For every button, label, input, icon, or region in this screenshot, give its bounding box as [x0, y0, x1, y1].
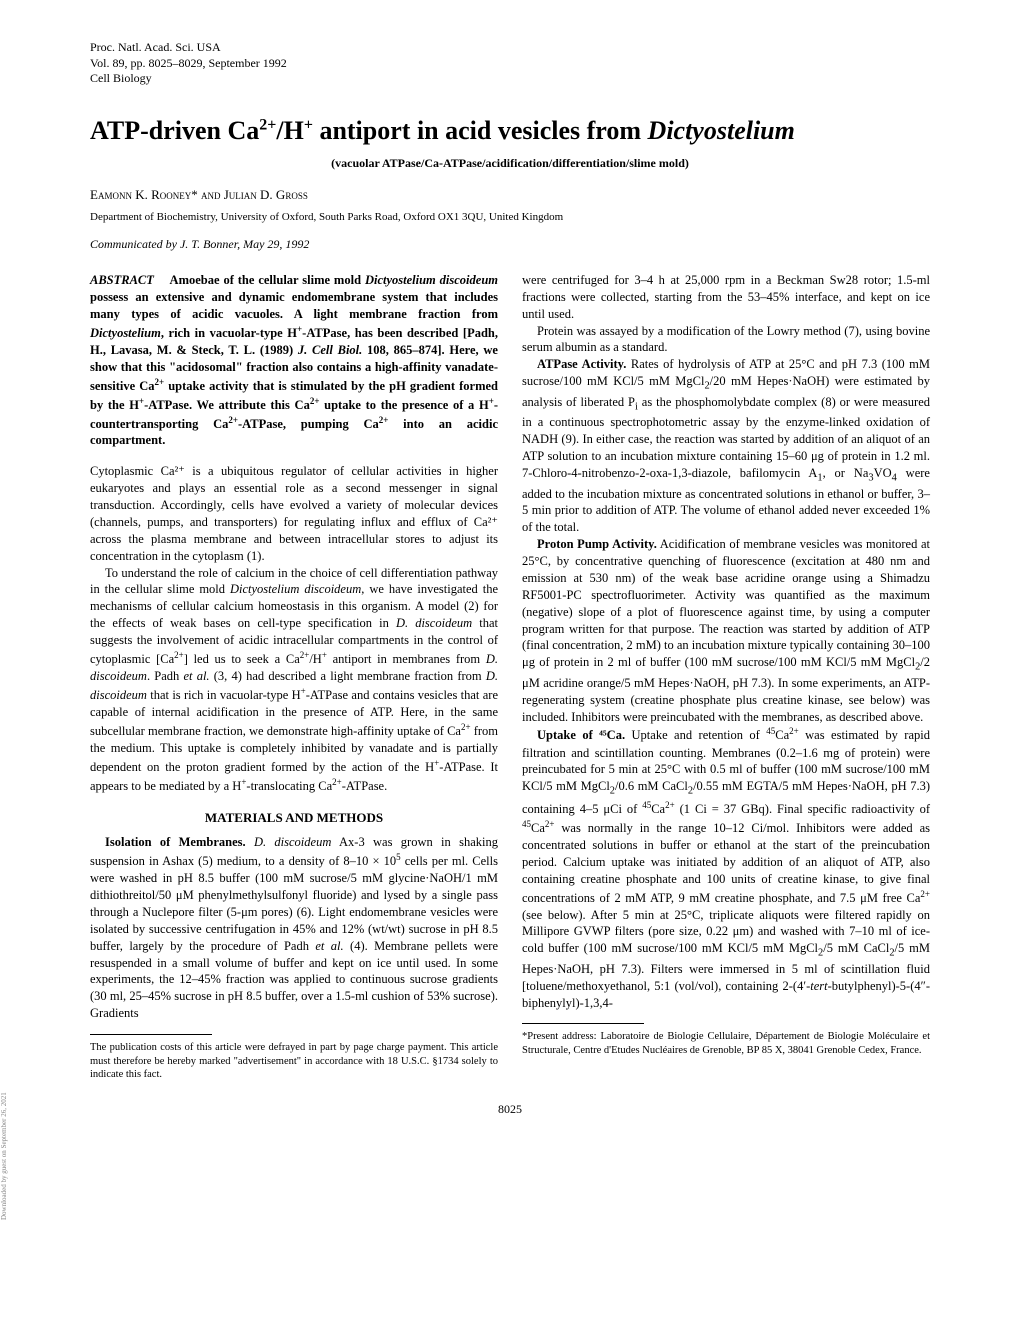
right-column: were centrifuged for 3–4 h at 25,000 rpm… [522, 272, 930, 1082]
methods-cont-1: were centrifuged for 3–4 h at 25,000 rpm… [522, 272, 930, 323]
methods-protein: Protein was assayed by a modification of… [522, 323, 930, 357]
atpase-runin: ATPase Activity. [537, 357, 626, 371]
publication-footnote: The publication costs of this article we… [90, 1041, 498, 1082]
footnote-separator [90, 1034, 212, 1035]
methods-isolation: Isolation of Membranes. D. discoideum Ax… [90, 834, 498, 1022]
isolation-runin: Isolation of Membranes. [105, 835, 246, 849]
proton-runin: Proton Pump Activity. [537, 537, 657, 551]
journal-header: Proc. Natl. Acad. Sci. USA Vol. 89, pp. … [90, 40, 930, 87]
intro-para-1: Cytoplasmic Ca²⁺ is a ubiquitous regulat… [90, 463, 498, 564]
methods-proton-pump: Proton Pump Activity. Acidification of m… [522, 536, 930, 725]
methods-heading: MATERIALS AND METHODS [90, 809, 498, 827]
download-watermark: Downloaded by guest on September 26, 202… [0, 1092, 8, 1220]
two-column-body: ABSTRACT Amoebae of the cellular slime m… [90, 272, 930, 1082]
journal-name: Proc. Natl. Acad. Sci. USA [90, 40, 930, 56]
keywords-subtitle: (vacuolar ATPase/Ca-ATPase/acidification… [90, 156, 930, 171]
footnote-separator-right [522, 1023, 644, 1024]
communicated-by: Communicated by J. T. Bonner, May 29, 19… [90, 237, 930, 252]
section-name: Cell Biology [90, 71, 930, 87]
authors: Eamonn K. Rooney* and Julian D. Gross [90, 187, 930, 203]
abstract: ABSTRACT Amoebae of the cellular slime m… [90, 272, 498, 449]
article-title: ATP-driven Ca2+/H+ antiport in acid vesi… [90, 115, 930, 146]
methods-ca-uptake: Uptake of ⁴⁵Ca. Uptake and retention of … [522, 725, 930, 1011]
left-column: ABSTRACT Amoebae of the cellular slime m… [90, 272, 498, 1082]
page-number: 8025 [90, 1102, 930, 1117]
affiliation: Department of Biochemistry, University o… [90, 211, 930, 223]
volume-pages: Vol. 89, pp. 8025–8029, September 1992 [90, 56, 930, 72]
uptake-runin: Uptake of ⁴⁵Ca. [537, 729, 625, 743]
abstract-text: Amoebae of the cellular slime mold Dicty… [90, 273, 498, 448]
address-footnote: *Present address: Laboratoire de Biologi… [522, 1030, 930, 1057]
intro-para-2: To understand the role of calcium in the… [90, 565, 498, 795]
methods-atpase: ATPase Activity. Rates of hydrolysis of … [522, 356, 930, 536]
abstract-label: ABSTRACT [90, 273, 154, 287]
